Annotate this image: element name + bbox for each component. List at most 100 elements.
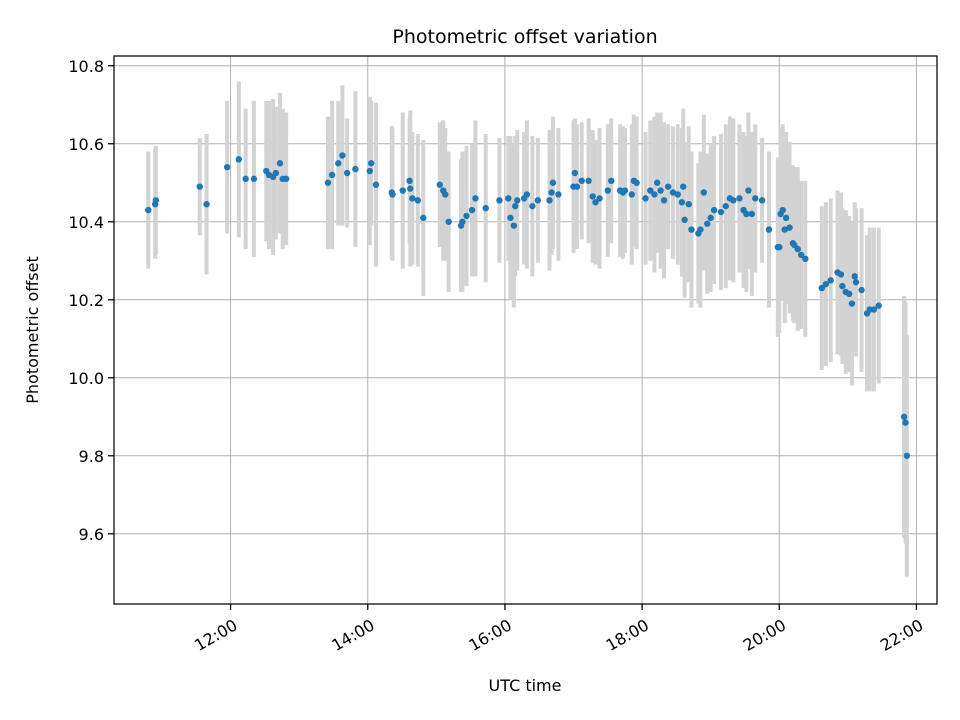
data-point xyxy=(758,197,766,204)
data-point xyxy=(406,177,413,185)
data-point xyxy=(339,152,346,159)
x-tick-label: 22:00 xyxy=(877,615,926,655)
data-point xyxy=(818,284,825,292)
data-point xyxy=(681,216,688,224)
data-point xyxy=(507,214,514,222)
data-point xyxy=(647,187,654,194)
data-point xyxy=(548,189,555,196)
data-point xyxy=(653,179,661,186)
data-point xyxy=(628,191,636,198)
x-tick-label: 16:00 xyxy=(465,615,514,655)
data-point xyxy=(442,191,449,198)
data-point xyxy=(367,160,375,167)
data-point xyxy=(651,191,658,198)
data-point xyxy=(743,210,750,218)
data-point xyxy=(642,195,649,202)
data-point xyxy=(145,206,152,214)
data-point xyxy=(589,193,596,200)
y-tick-label: 10.4 xyxy=(68,213,104,232)
data-point xyxy=(250,175,258,183)
data-point xyxy=(324,179,332,186)
data-point xyxy=(685,201,692,208)
data-point xyxy=(608,177,615,185)
point-layer xyxy=(145,152,911,459)
data-point xyxy=(776,243,783,251)
y-tick-label: 9.8 xyxy=(79,447,104,466)
data-point xyxy=(272,169,280,177)
data-point xyxy=(848,300,856,307)
data-point xyxy=(697,226,704,233)
data-point xyxy=(875,302,882,309)
data-point xyxy=(573,183,581,190)
data-point xyxy=(399,187,406,194)
data-point xyxy=(846,290,853,298)
data-point xyxy=(798,251,805,259)
data-point xyxy=(802,255,809,263)
y-tick-label: 10.6 xyxy=(68,135,104,154)
data-point xyxy=(717,208,725,216)
data-point xyxy=(794,245,801,253)
data-point xyxy=(578,177,585,185)
data-point xyxy=(870,306,878,313)
data-point xyxy=(782,214,790,222)
data-point xyxy=(196,183,203,190)
data-point xyxy=(657,187,664,194)
data-point xyxy=(409,195,416,202)
data-point xyxy=(902,419,909,426)
x-tick-label: 18:00 xyxy=(603,615,652,655)
data-point xyxy=(730,197,737,204)
data-point xyxy=(852,279,860,286)
data-point xyxy=(352,165,359,173)
data-point xyxy=(779,206,786,214)
data-point xyxy=(472,195,479,202)
data-point xyxy=(203,201,210,208)
data-point xyxy=(555,191,562,198)
data-point xyxy=(242,175,249,183)
x-tick-label: 12:00 xyxy=(191,615,240,655)
data-point xyxy=(858,286,865,294)
data-point xyxy=(660,197,668,204)
x-tick-label: 14:00 xyxy=(328,615,377,655)
data-point xyxy=(496,197,503,204)
data-point xyxy=(512,202,519,210)
data-point xyxy=(786,224,793,231)
data-point xyxy=(389,191,396,198)
data-point xyxy=(710,206,718,214)
data-point xyxy=(372,181,380,188)
data-point xyxy=(514,197,521,204)
y-tick-label: 10.2 xyxy=(68,291,104,310)
data-point xyxy=(420,214,427,222)
data-point xyxy=(223,163,231,171)
y-tick-label: 10.8 xyxy=(68,57,104,76)
data-point xyxy=(414,197,422,204)
data-point xyxy=(765,226,773,233)
data-point xyxy=(276,160,284,167)
chart-title: Photometric offset variation xyxy=(392,26,657,48)
data-point xyxy=(445,218,452,225)
x-axis-label: UTC time xyxy=(489,676,562,695)
data-point xyxy=(621,187,629,194)
data-point xyxy=(903,452,911,459)
data-point xyxy=(822,280,830,288)
data-point xyxy=(328,171,336,179)
data-point xyxy=(529,202,536,210)
data-point xyxy=(604,187,611,194)
tick-layer: 12:00 14:00 16:00 18:00 20:00 22:00 9.6 9.8 10.0… xyxy=(68,57,926,655)
data-point xyxy=(678,199,686,206)
data-point xyxy=(839,282,846,290)
data-point xyxy=(781,226,788,233)
data-point xyxy=(282,175,290,183)
data-point xyxy=(674,191,681,198)
data-point xyxy=(505,195,512,202)
errorbar-layer xyxy=(146,81,909,577)
data-point xyxy=(407,185,414,192)
data-point xyxy=(704,220,711,227)
data-point xyxy=(688,226,695,233)
plot-frame xyxy=(113,55,938,605)
data-point xyxy=(335,160,342,167)
data-point xyxy=(596,195,603,202)
data-point xyxy=(633,179,640,186)
data-point xyxy=(669,189,677,196)
data-point xyxy=(343,169,351,177)
